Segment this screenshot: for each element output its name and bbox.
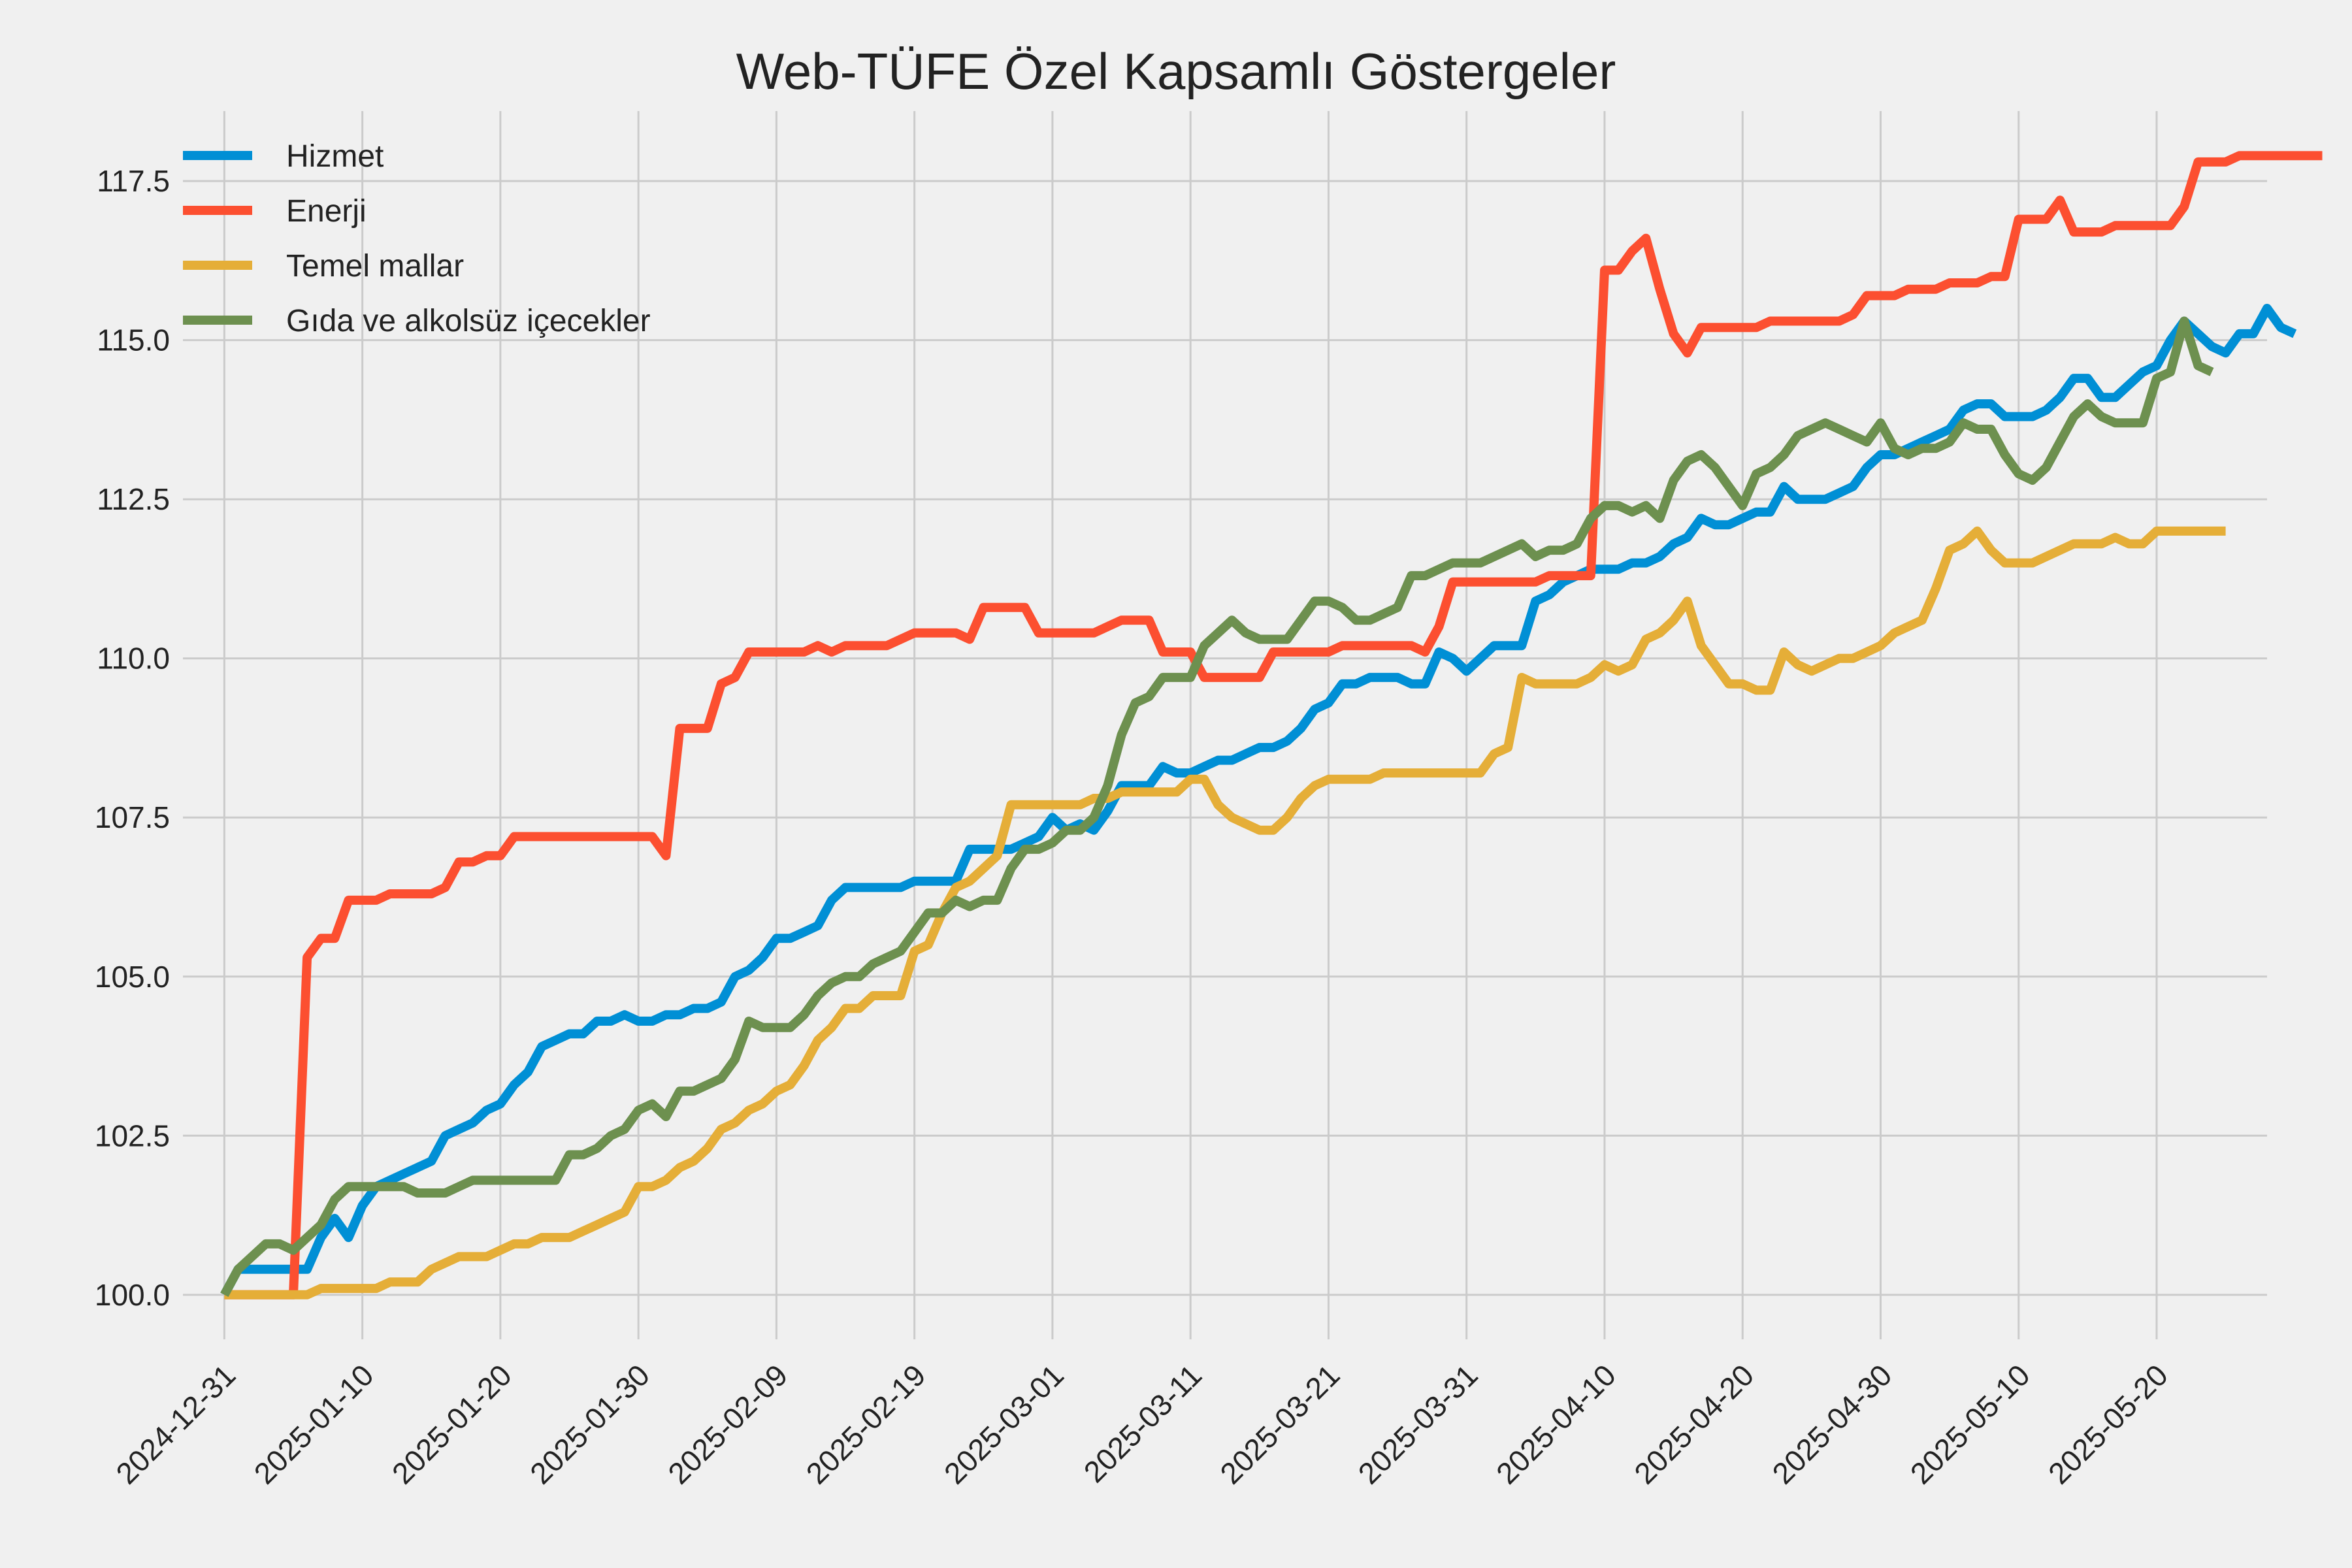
y-tick-label: 115.0	[97, 323, 170, 357]
legend-label: Hizmet	[286, 139, 384, 174]
legend-label: Enerji	[286, 194, 367, 229]
legend-label: Gıda ve alkolsüz içecekler	[286, 304, 651, 338]
series-line-1	[220, 304, 2297, 1298]
y-tick-label: 117.5	[97, 164, 170, 198]
series-line-3	[224, 526, 2226, 1299]
y-tick-label: 112.5	[97, 482, 170, 516]
chart-title: Web-TÜFE Özel Kapsamlı Göstergeler	[736, 42, 1616, 100]
series-line-4	[220, 316, 2214, 1298]
grid	[183, 111, 2267, 1339]
y-tick-label: 105.0	[95, 960, 170, 994]
y-tick-label: 110.0	[97, 642, 170, 676]
legend: Hizmet Enerji Temel mallar Gıda ve alkolsüz…	[183, 139, 651, 338]
y-tick-label: 102.5	[95, 1119, 170, 1152]
series-line-2	[224, 151, 2323, 1299]
series-group	[220, 151, 2323, 1299]
y-tick-label: 107.5	[95, 800, 170, 834]
y-tick-label: 100.0	[95, 1278, 170, 1312]
legend-label: Temel mallar	[286, 249, 464, 284]
